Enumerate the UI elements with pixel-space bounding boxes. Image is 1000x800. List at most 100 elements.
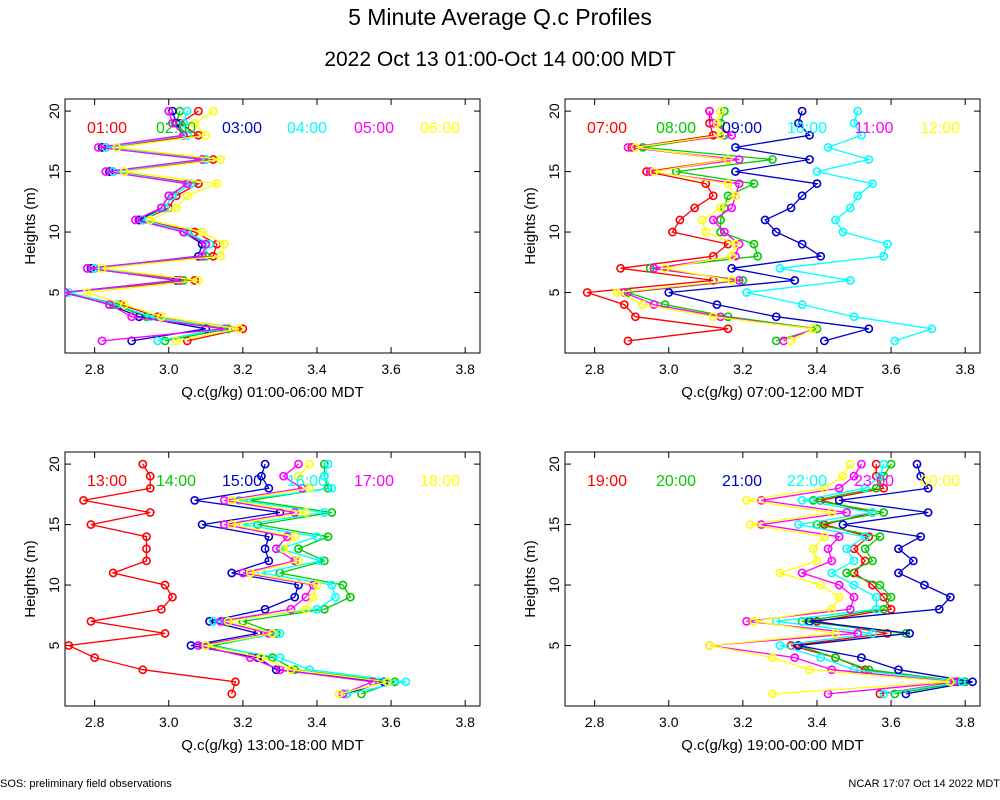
y-tick-label: 15	[546, 164, 562, 180]
data-point	[323, 532, 333, 542]
data-point	[301, 604, 311, 614]
y-tick-label: 20	[46, 456, 62, 472]
series-line-2300	[709, 463, 955, 695]
data-point	[927, 324, 937, 334]
x-tick-label: 3.4	[807, 714, 827, 730]
data-point	[849, 118, 859, 128]
data-point	[875, 689, 885, 699]
data-point	[834, 532, 844, 542]
data-point	[912, 459, 922, 469]
data-point	[857, 653, 866, 663]
plot-frame	[564, 451, 981, 707]
data-point	[723, 155, 733, 164]
data-point	[875, 471, 885, 481]
data-point	[256, 653, 266, 663]
data-point	[853, 106, 863, 116]
data-point	[853, 629, 863, 638]
series-line-0500	[65, 110, 225, 342]
data-point	[731, 167, 740, 176]
data-point	[868, 508, 877, 517]
data-point	[119, 300, 129, 310]
data-point	[871, 592, 881, 602]
data-point	[775, 263, 785, 273]
data-point	[760, 215, 770, 225]
series-line-1600	[205, 463, 407, 695]
data-point	[853, 191, 863, 201]
data-point	[294, 544, 303, 554]
data-point	[82, 288, 92, 297]
series-line-1300	[66, 463, 237, 695]
x-tick-label: 3.4	[807, 361, 827, 377]
series-line-1800	[205, 463, 388, 695]
data-point	[227, 689, 237, 699]
data-point	[401, 677, 411, 687]
data-point	[816, 251, 826, 261]
data-point	[749, 239, 759, 249]
data-point	[923, 508, 933, 517]
data-point	[664, 288, 674, 297]
data-point	[119, 167, 129, 176]
legend-entry-1600: 16:00	[287, 473, 327, 490]
legend-entry-1200: 12:00	[920, 120, 960, 137]
series-line-0000	[709, 463, 951, 695]
data-point	[879, 508, 889, 517]
series-line-0800	[627, 110, 818, 342]
data-point	[849, 556, 859, 566]
data-point	[168, 118, 177, 128]
data-point	[312, 604, 322, 614]
data-point	[786, 336, 796, 346]
data-point	[290, 508, 300, 517]
series-line-0200	[65, 110, 229, 342]
legend-entry-2300: 23:00	[854, 473, 894, 490]
footer-left-note: SOS: preliminary field observations	[0, 778, 172, 790]
data-point	[182, 106, 192, 116]
data-point	[875, 580, 885, 590]
data-point	[849, 471, 859, 481]
data-point	[860, 532, 870, 542]
x-tick-label: 2.8	[85, 714, 105, 730]
data-point	[97, 263, 107, 273]
data-point	[197, 520, 207, 529]
y-tick-label: 10	[46, 577, 62, 593]
legend-entry-2100: 21:00	[722, 473, 762, 490]
plot-area	[582, 106, 937, 346]
data-point	[742, 288, 751, 297]
data-point	[294, 459, 303, 469]
data-point	[771, 227, 781, 237]
data-point	[894, 544, 903, 554]
data-point	[827, 665, 837, 675]
data-point	[279, 471, 289, 481]
data-point	[264, 483, 274, 493]
data-point	[345, 592, 355, 602]
legend-entry-0800: 08:00	[656, 120, 696, 137]
data-point	[612, 288, 622, 297]
data-point	[145, 471, 155, 481]
x-axis-label: Q.c(g/kg) 13:00-18:00 MDT	[181, 737, 364, 754]
x-tick-label: 3.0	[659, 714, 679, 730]
series-line-0400	[68, 110, 221, 342]
plot-frame	[564, 98, 981, 354]
legend-entry-2000: 20:00	[656, 473, 696, 490]
data-point	[916, 471, 926, 481]
x-tick-label: 3.6	[381, 714, 401, 730]
data-point	[631, 142, 640, 152]
y-tick-label: 15	[46, 517, 62, 533]
data-point	[845, 203, 855, 213]
chart-panel-1: 2.8 3.0 3.2 3.4 3.6 3.8 5 10 15 20 Q.c(g/kg) 01:00…	[22, 98, 481, 401]
data-point	[882, 629, 892, 638]
x-tick-label: 3.2	[233, 714, 253, 730]
data-point	[286, 665, 296, 675]
data-point	[831, 629, 840, 638]
data-point	[290, 592, 300, 602]
data-point	[827, 556, 837, 566]
y-tick-label: 10	[546, 577, 562, 593]
data-point	[182, 191, 192, 201]
data-point	[797, 568, 807, 578]
series-line-1200	[614, 110, 816, 342]
data-point	[175, 276, 185, 285]
data-point	[816, 580, 826, 590]
chart-panel-4: 2.8 3.0 3.2 3.4 3.6 3.8 5 10 15 20 Q.c(g/kg) 19:00…	[522, 451, 981, 754]
data-point	[731, 142, 740, 152]
x-axis-label: Q.c(g/kg) 07:00-12:00 MDT	[681, 384, 864, 401]
data-point	[638, 300, 648, 310]
